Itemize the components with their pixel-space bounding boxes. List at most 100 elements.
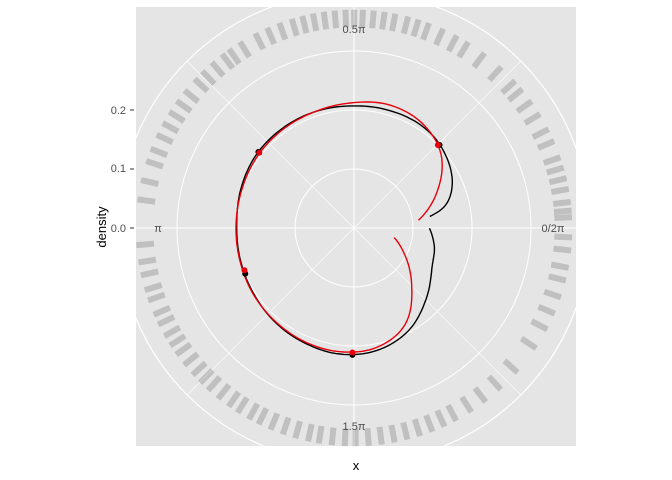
rug-tick-2 <box>552 198 572 207</box>
marker-red-1 <box>256 149 263 156</box>
rug-tick-48 <box>140 177 159 187</box>
rug-tick-62 <box>197 368 215 385</box>
rug-tick-14 <box>471 51 487 69</box>
rug-tick-27 <box>331 10 340 29</box>
rug-tick-3 <box>550 185 570 196</box>
rug-tick-88 <box>502 358 520 375</box>
rug-tick-56 <box>156 314 176 328</box>
rug-tick-60 <box>182 351 200 368</box>
rug-tick-17 <box>433 27 446 47</box>
rug-tick-45 <box>155 131 174 145</box>
marker-red-3 <box>349 349 356 356</box>
rug-tick-64 <box>215 383 232 401</box>
rug-tick-23 <box>369 10 377 29</box>
rug-tick-84 <box>445 403 459 423</box>
rug-tick-85 <box>459 395 474 414</box>
rug-tick-5 <box>545 164 565 176</box>
rug-tick-54 <box>147 291 166 304</box>
rug-tick-52 <box>140 268 159 279</box>
x-axis-title: x <box>353 458 360 473</box>
rug-tick-13 <box>487 64 504 82</box>
rug-tick-95 <box>553 245 572 254</box>
rug-tick-19 <box>410 18 422 38</box>
y-axis-title: density <box>94 206 109 248</box>
rug-tick-59 <box>174 341 193 358</box>
rug-tick-57 <box>162 324 182 339</box>
rug-tick-20 <box>400 15 412 35</box>
rug-tick-50 <box>136 240 155 249</box>
label-layer: 0.5π π 1.5π 0/2π 0.0 0.1 0.2 x density <box>94 24 565 473</box>
rug-tick-94 <box>550 261 570 271</box>
rug-tick-58 <box>168 333 187 349</box>
angle-label-three-half-pi: 1.5π <box>343 421 366 433</box>
rug-tick-28 <box>320 11 330 30</box>
radial-tick-label-2: 0.2 <box>111 105 126 117</box>
rug-tick-68 <box>255 407 270 426</box>
rug-tick-81 <box>411 418 423 437</box>
rug-tick-10 <box>515 98 534 114</box>
rug-tick-16 <box>445 34 460 53</box>
rug-tick-92 <box>543 288 562 301</box>
rug-tick-82 <box>423 414 436 433</box>
rug-tick-39 <box>200 69 217 86</box>
rug-tick-40 <box>192 76 210 94</box>
rug-tick-65 <box>226 390 242 409</box>
rug-tick-83 <box>434 409 448 428</box>
rug-tick-35 <box>237 40 252 59</box>
rug-tick-12 <box>500 78 518 95</box>
angular-grid-spoke-7 <box>353 227 522 396</box>
angular-grid-spoke-5 <box>186 227 355 396</box>
rug-tick-55 <box>152 304 172 318</box>
rug-tick-32 <box>276 21 289 41</box>
rug-tick-18 <box>420 21 432 41</box>
rug-tick-89 <box>519 335 538 351</box>
rug-tick-70 <box>279 416 292 436</box>
rug-tick-42 <box>174 98 193 114</box>
rug-tick-33 <box>264 26 277 46</box>
rug-tick-78 <box>376 426 385 445</box>
rug-tick-15 <box>456 40 471 59</box>
rug-tick-77 <box>364 427 372 447</box>
rug-tick-31 <box>288 17 300 37</box>
rug-tick-9 <box>523 111 542 126</box>
rug-tick-75 <box>341 428 349 447</box>
radial-tick-label-0: 0.0 <box>111 223 126 235</box>
rug-tick-4 <box>548 175 568 186</box>
rug-tick-51 <box>137 256 157 266</box>
rug-tick-46 <box>149 145 169 158</box>
rug-tick-63 <box>205 375 223 393</box>
rug-tick-61 <box>190 360 208 378</box>
rug-tick-74 <box>328 427 337 446</box>
rug-tick-6 <box>542 154 562 166</box>
rug-tick-93 <box>547 273 567 284</box>
rug-tick-73 <box>315 425 325 444</box>
rug-tick-34 <box>252 31 266 51</box>
rug-tick-71 <box>292 420 303 440</box>
angle-label-zero-two-pi: 0/2π <box>542 223 565 235</box>
rug-tick-43 <box>167 109 186 124</box>
rug-tick-7 <box>536 138 556 151</box>
rug-tick-41 <box>182 88 201 104</box>
rug-tick-91 <box>537 303 556 317</box>
series-layer <box>235 101 453 358</box>
rug-tick-29 <box>309 13 320 32</box>
angular-grid-spoke-3 <box>186 60 355 229</box>
rug-tick-24 <box>359 9 366 28</box>
rug-tick-8 <box>531 126 550 140</box>
rug-tick-69 <box>267 412 281 431</box>
rug-tick-11 <box>506 86 525 103</box>
rug-tick-38 <box>209 60 226 78</box>
rug-tick-47 <box>145 158 164 170</box>
radial-tick-label-1: 0.1 <box>111 163 126 175</box>
rug-tick-79 <box>388 424 398 444</box>
marker-red-0 <box>434 142 441 149</box>
rug-tick-22 <box>379 11 388 30</box>
rug-tick-37 <box>219 52 236 71</box>
angle-label-half-pi: 0.5π <box>343 24 366 36</box>
rug-tick-30 <box>299 15 310 34</box>
marker-red-2 <box>241 267 248 274</box>
angle-label-pi: π <box>154 223 162 235</box>
rug-tick-90 <box>530 318 549 333</box>
rug-layer <box>136 9 573 447</box>
